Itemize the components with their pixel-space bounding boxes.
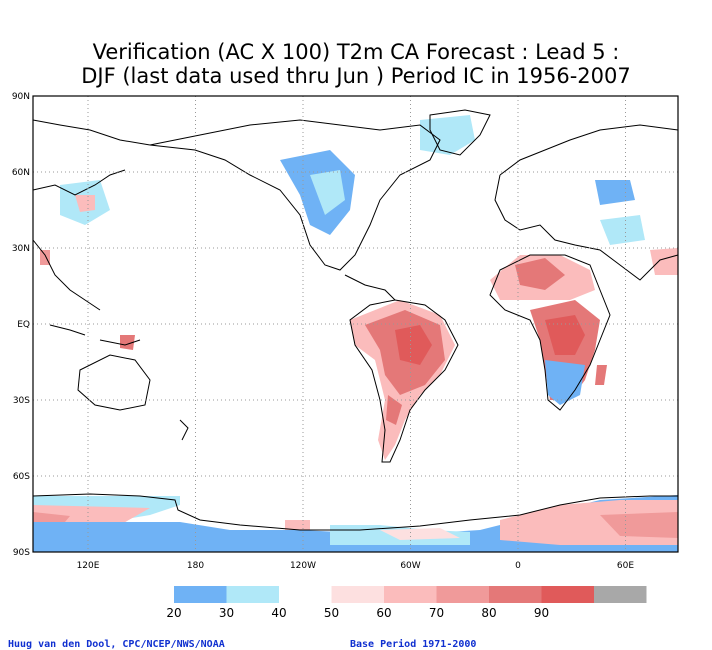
lon-label: 120E [77, 561, 100, 571]
lon-label: 120W [290, 561, 316, 571]
colorbar-swatch [594, 586, 647, 603]
colorbar-label: 50 [324, 606, 339, 620]
lat-label: 90S [13, 548, 30, 558]
title-line-1: Verification (AC X 100) T2m CA Forecast … [92, 40, 620, 64]
lon-label: 60E [617, 561, 634, 571]
title-line-2: DJF (last data used thru Jun ) Period IC… [81, 64, 631, 88]
lat-label: EQ [17, 320, 30, 330]
colorbar-label: 40 [271, 606, 286, 620]
colorbar-label: 60 [376, 606, 391, 620]
colorbar-swatch [226, 586, 279, 603]
colorbar-swatch [436, 586, 489, 603]
colorbar-label: 80 [481, 606, 496, 620]
credit-text: Huug van den Dool, CPC/NCEP/NWS/NOAA [8, 639, 225, 650]
latitude-labels: 90N 60N 30N EQ 30S 60S 90S [12, 92, 30, 558]
colorbar-label: 90 [534, 606, 549, 620]
colorbar-swatch [174, 586, 227, 603]
map-frame [32, 95, 679, 553]
lat-label: 30S [13, 396, 30, 406]
lon-label: 60W [400, 561, 420, 571]
lat-lon-grid [33, 96, 678, 552]
colorbar-label: 70 [429, 606, 444, 620]
longitude-labels: 120E 180 120W 60W 0 60E [77, 561, 635, 571]
lat-label: 30N [12, 244, 30, 254]
colorbar: 20 30 40 50 60 70 80 90 [166, 586, 647, 620]
coastlines [32, 109, 679, 531]
colorbar-swatch [384, 586, 437, 603]
lon-label: 180 [187, 561, 204, 571]
colorbar-swatch [541, 586, 594, 603]
lat-label: 60S [13, 472, 30, 482]
lat-label: 60N [12, 168, 30, 178]
base-period-text: Base Period 1971-2000 [350, 639, 477, 650]
colorbar-label: 20 [166, 606, 181, 620]
colorbar-label: 30 [219, 606, 234, 620]
colorbar-swatch [489, 586, 542, 603]
lat-label: 90N [12, 92, 30, 102]
lon-label: 0 [515, 561, 521, 571]
correlation-shading [33, 115, 678, 552]
colorbar-swatch [279, 586, 332, 603]
colorbar-swatch [331, 586, 384, 603]
